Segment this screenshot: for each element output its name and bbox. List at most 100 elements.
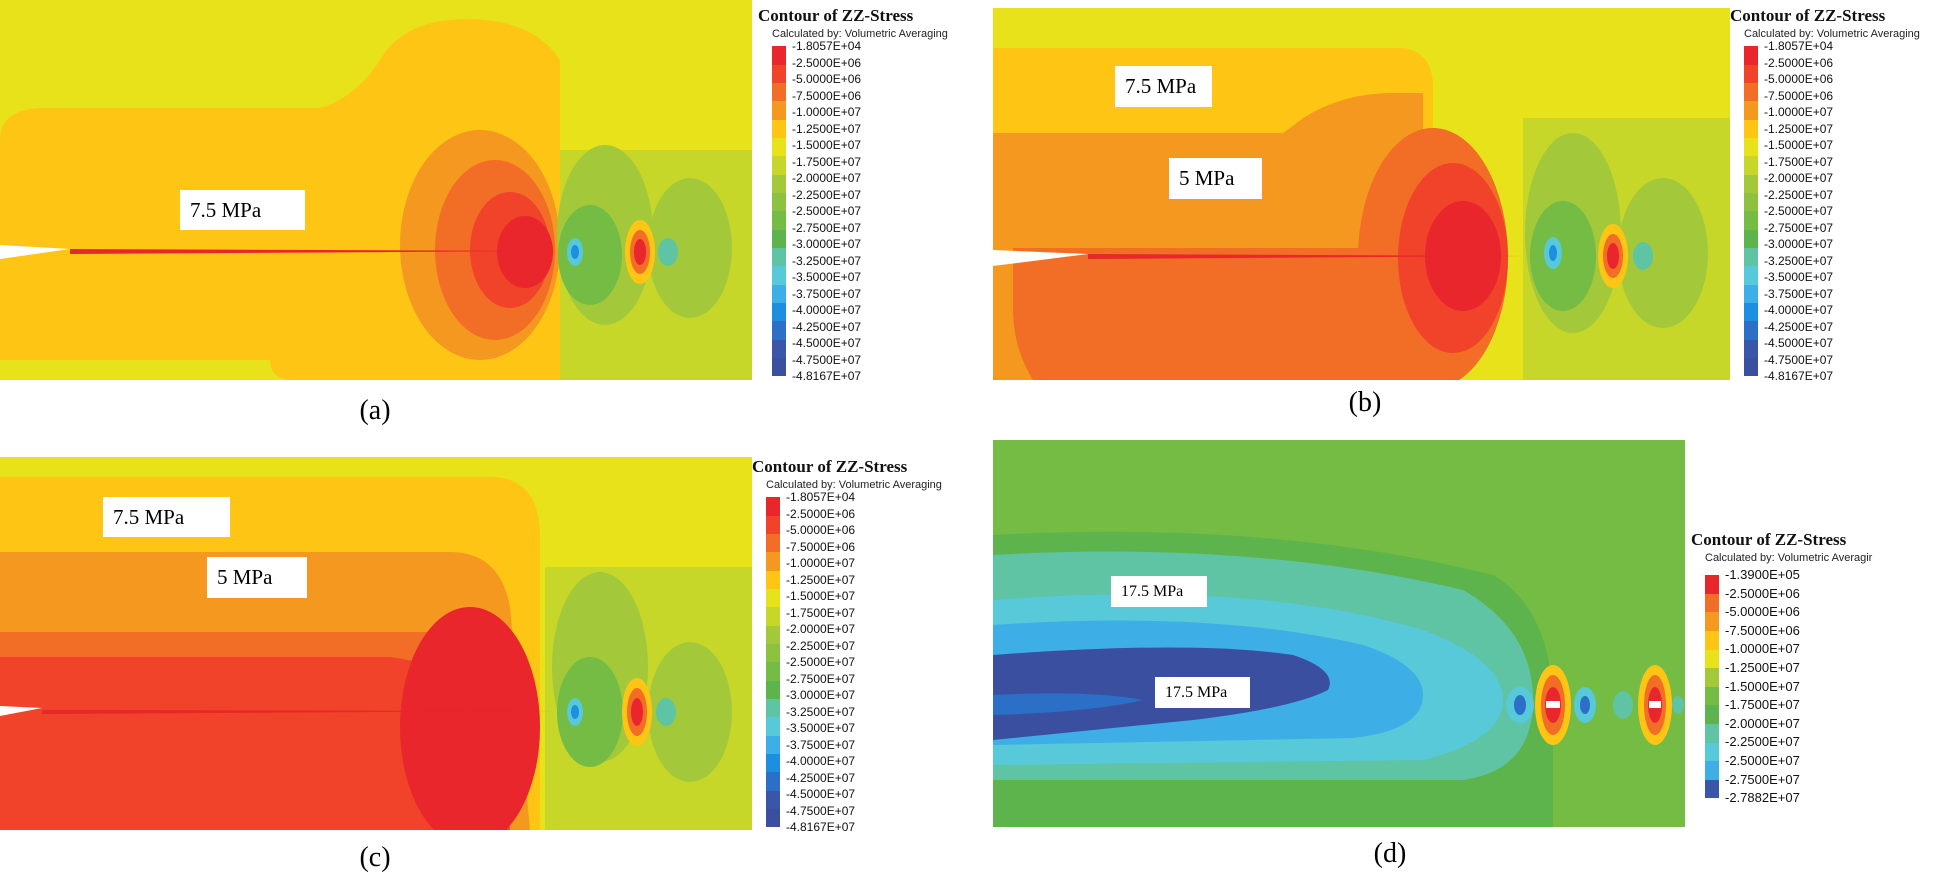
legend-value-label: -3.0000E+07 [792, 237, 862, 251]
legend-value-label: -4.0000E+07 [786, 754, 856, 768]
legend-title: Contour of ZZ-Stress [752, 457, 908, 476]
panel-d-caption: (d) [1373, 838, 1407, 869]
legend-swatch [766, 753, 780, 773]
panel-c-contour-plot: 7.5 MPa 5 MPa [0, 457, 752, 830]
legend-swatch [772, 82, 786, 102]
legend-value-label: -2.5000E+07 [1725, 752, 1800, 768]
contour-band-light-green-2 [648, 642, 732, 782]
legend-color-bar [1744, 46, 1758, 377]
legend-swatch [772, 46, 786, 65]
legend-value-label: -3.2500E+07 [792, 253, 862, 268]
legend-value-label: -1.7500E+07 [792, 154, 862, 169]
panel-b-caption: (b) [1348, 387, 1382, 418]
legend-title: Contour of ZZ-Stress [758, 6, 914, 25]
panel-b: 7.5 MPa 5 MPa Contour of ZZ-Stress Calcu… [990, 0, 1945, 440]
legend-swatch [772, 321, 786, 340]
legend-subtitle: Calculated by: Volumetric Averagir [1705, 552, 1873, 564]
legend-value-label: -3.0000E+07 [786, 688, 856, 702]
legend-swatch [1744, 302, 1758, 322]
legend-swatch [1744, 46, 1758, 65]
crack-notch [0, 706, 42, 716]
legend-value-label: -1.5000E+07 [786, 589, 856, 603]
legend-swatch [1705, 761, 1719, 780]
legend-value-label: -4.2500E+07 [792, 319, 862, 334]
legend-swatch [1705, 686, 1719, 706]
legend-swatch [766, 515, 780, 534]
legend-value-label: -2.0000E+07 [1764, 171, 1834, 185]
legend-swatch [766, 790, 780, 809]
legend-swatch [772, 266, 786, 285]
contour-band-teal [658, 238, 678, 266]
legend-value-label: -4.2500E+07 [786, 770, 856, 785]
legend-subtitle: Calculated by: Volumetric Averaging [766, 479, 942, 491]
contour-band-red-2 [631, 698, 643, 726]
legend-value-label: -5.0000E+06 [1725, 604, 1800, 620]
legend-value-label: -1.0000E+07 [792, 105, 862, 119]
legend-swatch [1744, 321, 1758, 340]
legend-swatch [772, 174, 786, 193]
legend-swatch [1705, 742, 1719, 762]
legend-swatch [772, 119, 786, 138]
legend-swatch [1744, 82, 1758, 102]
legend-value-label: -2.7882E+07 [1725, 790, 1800, 806]
legend-value-label: -4.2500E+07 [1764, 319, 1834, 334]
legend-value-label: -2.5000E+07 [1764, 204, 1834, 218]
legend-labels: -1.8057E+04 -2.5000E+06 -5.0000E+06 -7.5000… [792, 38, 861, 385]
panel-b-legend: Contour of ZZ-Stress Calculated by: Volu… [1730, 6, 1945, 383]
legend-value-label: -1.5000E+07 [1764, 138, 1834, 152]
legend-value-label: -2.7500E+07 [786, 671, 856, 686]
legend-value-label: -4.8167E+07 [786, 820, 856, 834]
crack-line [1088, 254, 1523, 259]
legend-swatch [1705, 575, 1719, 594]
legend-swatch [1744, 284, 1758, 303]
legend-value-label: -1.7500E+07 [786, 605, 856, 620]
contour-band-teal-2 [1613, 691, 1633, 719]
legend-labels: -1.8057E+04 -2.5000E+06 -5.0000E+06 -7.5000… [1764, 38, 1833, 385]
contour-band-green [558, 205, 622, 305]
legend-value-label: -7.5000E+06 [1725, 622, 1800, 638]
panel-d: 17.5 MPa 17.5 MPa Contour of ZZ-Stress C… [990, 440, 1945, 883]
legend-swatch [766, 588, 780, 608]
panel-c: 7.5 MPa 5 MPa Contour of ZZ-Stress Calcu… [0, 445, 975, 883]
legend-subtitle: Calculated by: Volumetric Averaging [772, 28, 948, 40]
legend-value-label: -1.3900E+05 [1725, 567, 1800, 582]
legend-swatch [766, 497, 780, 516]
panel-a-caption: (a) [359, 395, 391, 426]
legend-swatch [766, 808, 780, 828]
legend-value-label: -4.7500E+07 [786, 803, 856, 818]
legend-value-label: -1.2500E+07 [1764, 121, 1834, 136]
legend-value-label: -2.2500E+07 [786, 638, 856, 653]
legend-subtitle: Calculated by: Volumetric Averaging [1744, 28, 1920, 40]
legend-value-label: -2.0000E+07 [1725, 715, 1800, 731]
legend-value-label: -3.2500E+07 [1764, 253, 1834, 268]
legend-value-label: -1.8057E+04 [1764, 39, 1834, 53]
legend-swatch [1744, 192, 1758, 212]
legend-value-label: -2.5000E+06 [792, 55, 862, 70]
legend-swatch [1744, 229, 1758, 248]
legend-value-label: -2.5000E+07 [786, 655, 856, 669]
panel-b-contour-svg [993, 8, 1730, 380]
legend-swatch [1744, 156, 1758, 175]
legend-value-label: -4.7500E+07 [792, 352, 862, 367]
legend-swatch [766, 643, 780, 663]
legend-labels: -1.3900E+05 -2.5000E+06 -5.0000E+06 -7.5000… [1725, 566, 1800, 808]
legend-swatch [1705, 631, 1719, 650]
crack-notch [0, 245, 70, 259]
contour-band-blue [571, 245, 579, 259]
legend-value-label: -3.5000E+07 [1764, 270, 1834, 284]
legend-swatch [766, 735, 780, 754]
legend-value-label: -4.5000E+07 [792, 336, 862, 350]
contour-band-teal-3 [1672, 696, 1684, 714]
legend-value-label: -4.7500E+07 [1764, 352, 1834, 367]
legend-swatch [772, 357, 786, 377]
legend-swatch [772, 284, 786, 303]
panel-d-label-2: 17.5 MPa [1155, 677, 1250, 708]
legend-swatch [766, 662, 780, 681]
legend-swatch [1705, 779, 1719, 799]
legend-swatch [766, 698, 780, 718]
legend-swatch [1705, 593, 1719, 613]
legend-swatch [772, 211, 786, 230]
contour-band-red-2 [1607, 243, 1619, 269]
contour-band-light-green-2 [648, 178, 732, 318]
contour-band-green [557, 657, 623, 767]
